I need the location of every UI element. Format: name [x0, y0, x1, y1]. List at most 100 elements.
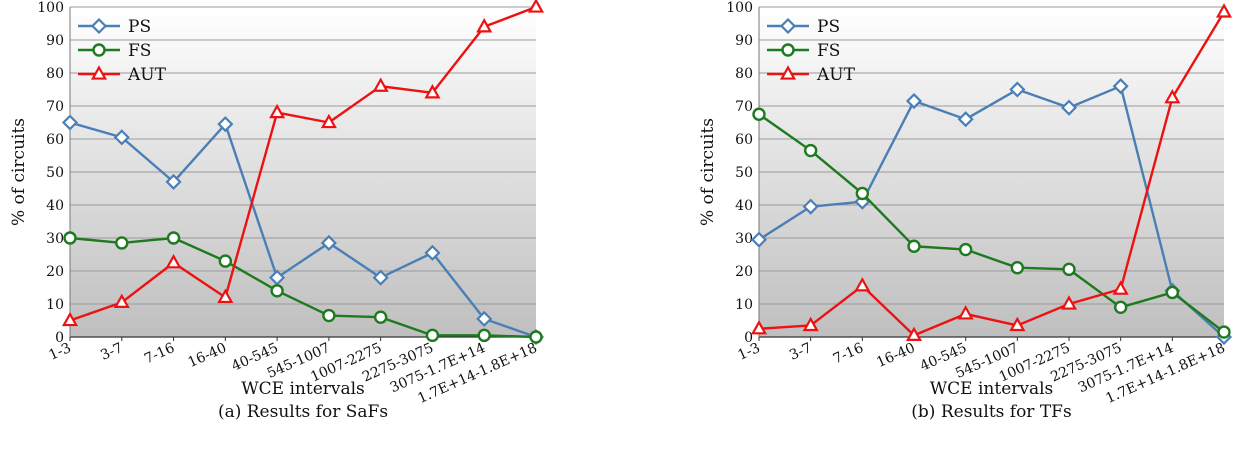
y-tick-label: 80 [735, 66, 753, 82]
series-ps-point [1112, 78, 1129, 95]
series-fs-point [855, 186, 870, 201]
series-aut-point [1215, 3, 1233, 18]
x-tick-label: 16-40 [186, 340, 229, 371]
x-tick-label: 1-3 [47, 340, 74, 364]
legend-aut-marker [779, 65, 797, 80]
legend-fs-label: FS [817, 41, 840, 61]
series-fs-point [529, 330, 543, 344]
legend-ps-label: PS [817, 17, 840, 37]
series-ps-point [905, 92, 923, 110]
x-tick-label: 16-40 [874, 340, 917, 371]
y-tick-label: 10 [46, 297, 64, 313]
series-fs-point [477, 328, 491, 343]
y-tick-label: 50 [735, 165, 753, 181]
y-tick-label: 0 [744, 330, 753, 346]
series-fs-point [907, 239, 921, 253]
legend-ps-label: PS [128, 17, 151, 37]
series-ps-point [217, 116, 234, 133]
series-fs-point [63, 231, 77, 245]
series-aut-point [61, 311, 79, 327]
y-tick-label: 60 [735, 132, 753, 148]
x-tick-label: 3-7 [98, 340, 125, 364]
series-fs-point [1010, 261, 1025, 275]
series-fs-line [69, 236, 537, 339]
series-fs-point [752, 107, 766, 121]
series-fs-point [1217, 325, 1231, 339]
series-fs-point [322, 308, 336, 323]
y-tick-label: 60 [46, 132, 64, 148]
x-tick-label: 7-16 [142, 340, 177, 367]
legend-fs-marker [781, 43, 795, 57]
series-fs-point [1062, 262, 1076, 277]
series-ps-point [424, 244, 441, 261]
series-fs-point [373, 310, 388, 324]
series-ps-point [61, 114, 79, 131]
series-aut-line [69, 5, 537, 322]
series-aut-point [424, 84, 441, 99]
series-ps-point [1009, 81, 1026, 98]
series-fs-point [803, 143, 818, 158]
y-tick-label: 40 [735, 198, 753, 214]
y-tick-label: 100 [726, 0, 753, 16]
series-fs-point [958, 242, 973, 257]
y-tick-label: 50 [46, 165, 64, 181]
series-aut-line [758, 11, 1226, 337]
y-tick-label: 20 [735, 264, 753, 280]
legend: PS FS AUT [767, 17, 856, 85]
series-aut-point [217, 288, 234, 304]
series-ps-point [320, 234, 337, 252]
y-tick-label: 10 [735, 297, 753, 313]
x-tick-label: 7-16 [831, 340, 866, 367]
series-fs-point [1113, 300, 1128, 314]
series-aut-point [527, 0, 545, 13]
y-tick-label: 90 [735, 33, 753, 49]
series-ps-point [113, 129, 130, 146]
y-tick-label: 30 [735, 231, 753, 247]
series-aut-point [113, 293, 130, 308]
series-ps-line [758, 84, 1225, 338]
series-aut-point [1060, 295, 1078, 310]
series-fs-point [218, 254, 233, 268]
series-fs-point [425, 328, 440, 343]
y-axis-title: % of circuits [9, 118, 29, 226]
y-tick-label: 0 [55, 330, 64, 346]
series-aut-point [1164, 88, 1181, 104]
series-ps-line [69, 121, 537, 339]
legend-ps-marker [90, 17, 108, 35]
x-tick-label: 1-3 [736, 340, 763, 364]
y-tick-label: 100 [37, 0, 64, 16]
series-ps-point [750, 231, 768, 248]
y-tick-label: 20 [46, 264, 64, 280]
legend-aut-marker [90, 65, 108, 80]
series-aut-point [372, 77, 389, 92]
y-tick-label: 80 [46, 66, 64, 82]
series-fs-point [115, 236, 129, 250]
chart-caption: (b) Results for TFs [911, 402, 1071, 422]
series-aut-point [1009, 316, 1026, 332]
series-aut-point [854, 277, 871, 292]
chart-caption: (a) Results for SaFs [218, 402, 388, 422]
series-aut-point [269, 103, 286, 119]
y-tick-label: 90 [46, 33, 64, 49]
legend-aut-label: AUT [127, 65, 167, 85]
series-aut-point [320, 113, 337, 129]
series-aut-point [476, 18, 493, 33]
y-tick-label: 30 [46, 231, 64, 247]
series-fs-line [758, 113, 1225, 334]
legend-fs-label: FS [128, 41, 151, 61]
legend-fs-marker [92, 43, 106, 57]
series-ps-point [476, 310, 493, 327]
series-fs-point [166, 231, 181, 245]
x-axis-title: WCE intervals [930, 379, 1054, 399]
series-aut-point [957, 305, 974, 320]
x-tick-label: 3-7 [787, 340, 814, 364]
series-ps-point [1060, 99, 1078, 116]
y-axis-title: % of circuits [698, 118, 718, 226]
y-tick-label: 70 [735, 99, 753, 115]
series-ps-point [165, 173, 182, 190]
series-aut-point [165, 253, 182, 269]
series-ps-point [957, 111, 974, 128]
